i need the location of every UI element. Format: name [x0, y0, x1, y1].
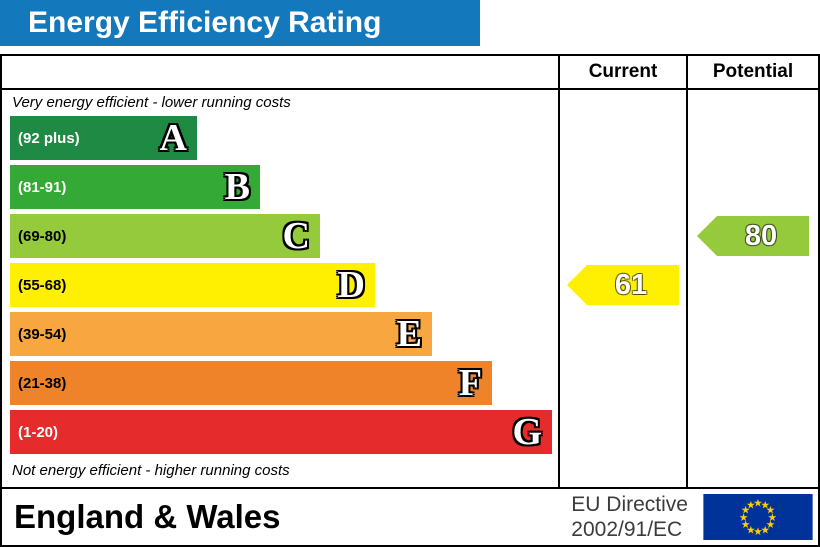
eu-directive-line1: EU Directive — [571, 493, 688, 516]
band-letter-a: A — [159, 117, 187, 159]
band-bar-c: (69-80) C — [10, 214, 320, 258]
band-row-g: (1-20) G — [2, 410, 818, 459]
top-note-text: Very energy efficient - lower running co… — [12, 94, 291, 111]
svg-text:★: ★ — [739, 512, 748, 524]
band-letter-c: C — [282, 215, 310, 257]
footer-right-group: EU Directive 2002/91/EC ★ ★ ★ ★ ★ ★ ★ ★ … — [571, 492, 818, 542]
band-bar-d: (55-68) D — [10, 263, 375, 307]
band-letter-f: F — [458, 362, 482, 404]
potential-rating-value: 80 — [744, 219, 778, 252]
svg-text:★: ★ — [760, 524, 769, 536]
band-letter-d: D — [337, 264, 365, 306]
band-bar-g: (1-20) G — [10, 410, 552, 454]
svg-text:★: ★ — [741, 519, 750, 531]
svg-text:★: ★ — [753, 497, 762, 509]
eu-directive-label: EU Directive 2002/91/EC — [571, 492, 688, 542]
footer-bar: England & Wales EU Directive 2002/91/EC … — [2, 487, 818, 545]
eu-directive-line2: 2002/91/EC — [571, 518, 683, 541]
band-range-label-a: (92 plus) — [18, 129, 80, 147]
header-row: Current Potential — [2, 56, 818, 90]
band-range-label-g: (1-20) — [18, 423, 59, 441]
top-note-row: Very energy efficient - lower running co… — [2, 90, 818, 116]
footer-region-label: England & Wales — [14, 498, 281, 535]
potential-column-header: Potential — [712, 61, 794, 82]
svg-text:★: ★ — [760, 499, 769, 511]
svg-text:★: ★ — [741, 505, 750, 517]
band-bar-a: (92 plus) A — [10, 116, 197, 160]
band-range-label-d: (55-68) — [18, 276, 67, 294]
band-letter-e: E — [396, 313, 422, 355]
current-column-header: Current — [560, 56, 688, 88]
band-letter-b: B — [224, 166, 250, 208]
band-letter-g: G — [512, 411, 542, 453]
svg-text:★: ★ — [766, 505, 775, 517]
bottom-note-row: Not energy efficient - higher running co… — [2, 459, 818, 487]
band-row-a: (92 plus) A — [2, 116, 818, 165]
svg-text:★: ★ — [766, 519, 775, 531]
band-row-f: (21-38) F — [2, 361, 818, 410]
band-bar-e: (39-54) E — [10, 312, 432, 356]
svg-text:★: ★ — [746, 499, 755, 511]
page-title: Energy Efficiency Rating — [28, 6, 382, 39]
svg-text:★: ★ — [753, 526, 762, 538]
band-range-label-b: (81-91) — [18, 178, 67, 196]
band-row-b: (81-91) B — [2, 165, 818, 214]
title-bar: Energy Efficiency Rating — [0, 0, 480, 46]
bottom-note-text: Not energy efficient - higher running co… — [12, 462, 290, 479]
svg-text:★: ★ — [768, 512, 777, 524]
header-bands-spacer — [2, 56, 560, 88]
band-range-label-c: (69-80) — [18, 227, 67, 245]
band-bar-f: (21-38) F — [10, 361, 492, 405]
band-row-e: (39-54) E — [2, 312, 818, 361]
potential-rating-arrow: 80 — [697, 216, 809, 256]
band-row-d: (55-68) D 61 — [2, 263, 818, 312]
current-rating-arrow: 61 — [567, 265, 679, 305]
band-range-label-f: (21-38) — [18, 374, 67, 392]
band-row-c: (69-80) C 80 — [2, 214, 818, 263]
band-bar-b: (81-91) B — [10, 165, 260, 209]
current-rating-value: 61 — [614, 268, 648, 301]
eu-flag: ★ ★ ★ ★ ★ ★ ★ ★ ★ ★ ★ ★ — [703, 494, 813, 540]
band-range-label-e: (39-54) — [18, 325, 67, 343]
svg-text:★: ★ — [746, 524, 755, 536]
rating-table: Current Potential Very energy efficient … — [0, 54, 820, 547]
